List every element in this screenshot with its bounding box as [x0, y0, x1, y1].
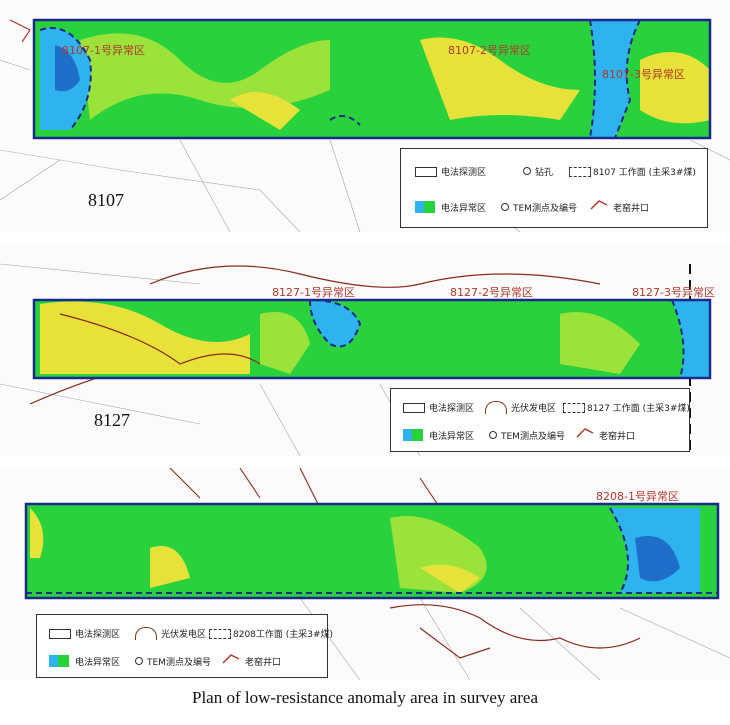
panel-label: 8127: [94, 410, 130, 430]
survey-area-symbol: [415, 167, 437, 177]
legend-item: 老窑井口: [245, 658, 282, 668]
legend-item: 电法异常区: [75, 658, 121, 668]
map-panel-8208: 8208-1号异常区 8208 电法探测区 光伏发电区 8208工作面 (主采3…: [0, 468, 730, 680]
workface-symbol: [569, 167, 591, 177]
panel-label: 8107: [88, 190, 124, 210]
pv-area-symbol: [485, 401, 507, 414]
legend-item: 电法异常区: [429, 432, 475, 442]
legend-item: 电法探测区: [441, 168, 487, 178]
legend-item: 8208工作面 (主采3#煤): [233, 630, 334, 640]
map-base-8208: [24, 468, 730, 680]
legend-item: 老窑井口: [599, 432, 636, 442]
anomaly-area-symbol: [403, 429, 423, 441]
legend-item: TEM测点及编号: [501, 432, 565, 442]
tem-point-icon: [501, 203, 509, 211]
anomaly-label: 8127-3号异常区: [632, 286, 715, 299]
map-legend: 电法探测区 钻孔 8107 工作面 (主采3#煤) 电法异常区 TEM测点及编号…: [400, 148, 708, 228]
map-base-8127: [0, 263, 712, 456]
anomaly-area-symbol: [415, 201, 435, 213]
anomaly-label: 8107-2号异常区: [448, 44, 531, 57]
anomaly-label: 8127-1号异常区: [272, 286, 355, 299]
map-panel-8127: 8127-1号异常区 8127-2号异常区 8127-3号异常区 8127 电法…: [0, 244, 730, 456]
map-panel-8107: 8107-1号异常区 8107-2号异常区 8107-3号异常区 8107 电法…: [0, 0, 730, 232]
survey-area-symbol: [403, 403, 425, 413]
legend-item: TEM测点及编号: [147, 658, 211, 668]
anomaly-label: 8107-3号异常区: [602, 68, 685, 81]
anomaly-label: 8127-2号异常区: [450, 286, 533, 299]
legend-item: 老窑井口: [613, 204, 650, 214]
tem-point-icon: [489, 431, 497, 439]
well-icon: [222, 654, 240, 664]
pv-area-symbol: [135, 627, 157, 640]
legend-item: 光伏发电区: [161, 630, 207, 640]
legend-item: TEM测点及编号: [513, 204, 577, 214]
legend-item: 电法探测区: [75, 630, 121, 640]
map-legend: 电法探测区 光伏发电区 8127 工作面 (主采3#煤) 电法异常区 TEM测点…: [390, 388, 690, 452]
anomaly-label: 8208-1号异常区: [596, 490, 679, 503]
workface-symbol: [563, 403, 585, 413]
survey-area-symbol: [49, 629, 71, 639]
legend-item: 光伏发电区: [511, 404, 557, 414]
legend-item: 8127 工作面 (主采3#煤): [587, 404, 690, 414]
workface-symbol: [209, 629, 231, 639]
legend-item: 电法异常区: [441, 204, 487, 214]
map-legend: 电法探测区 光伏发电区 8208工作面 (主采3#煤) 电法异常区 TEM测点及…: [36, 614, 333, 678]
tem-point-icon: [135, 657, 143, 665]
anomaly-area-symbol: [49, 655, 69, 667]
well-icon: [590, 200, 608, 210]
well-icon: [576, 428, 594, 438]
legend-item: 8107 工作面 (主采3#煤): [593, 168, 696, 178]
figure-caption: Plan of low-resistance anomaly area in s…: [192, 688, 538, 707]
anomaly-label: 8107-1号异常区: [62, 44, 145, 57]
legend-item: 钻孔: [535, 168, 554, 178]
map-base-8107: [0, 18, 730, 232]
legend-item: 电法探测区: [429, 404, 475, 414]
borehole-icon: [523, 167, 531, 175]
